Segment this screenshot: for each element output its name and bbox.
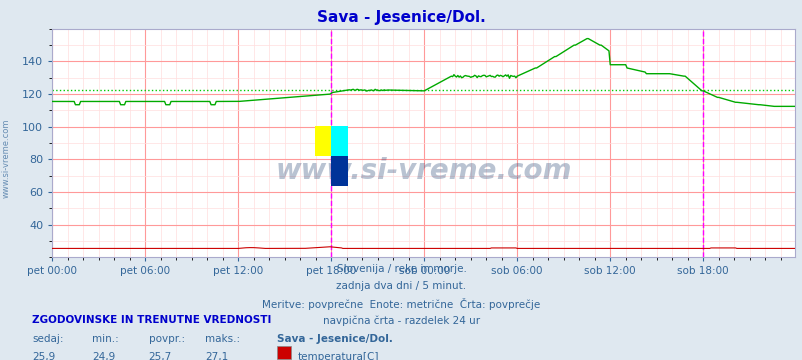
Text: temperatura[C]: temperatura[C]	[298, 352, 379, 360]
Text: www.si-vreme.com: www.si-vreme.com	[275, 157, 571, 185]
Text: povpr.:: povpr.:	[148, 334, 184, 344]
Text: ZGODOVINSKE IN TRENUTNE VREDNOSTI: ZGODOVINSKE IN TRENUTNE VREDNOSTI	[32, 315, 271, 325]
Text: Meritve: povprečne  Enote: metrične  Črta: povprečje: Meritve: povprečne Enote: metrične Črta:…	[262, 298, 540, 310]
Text: Sava - Jesenice/Dol.: Sava - Jesenice/Dol.	[277, 334, 392, 344]
Text: min.:: min.:	[92, 334, 119, 344]
Text: navpična črta - razdelek 24 ur: navpična črta - razdelek 24 ur	[322, 315, 480, 326]
Bar	[330, 156, 347, 186]
Text: zadnja dva dni / 5 minut.: zadnja dva dni / 5 minut.	[336, 281, 466, 291]
Text: 25,9: 25,9	[32, 352, 55, 360]
Text: 27,1: 27,1	[205, 352, 228, 360]
Text: www.si-vreme.com: www.si-vreme.com	[2, 119, 11, 198]
Bar	[314, 126, 330, 156]
Text: maks.:: maks.:	[205, 334, 240, 344]
Text: sedaj:: sedaj:	[32, 334, 63, 344]
Text: 24,9: 24,9	[92, 352, 115, 360]
Bar	[330, 126, 347, 156]
Text: Slovenija / reke in morje.: Slovenija / reke in morje.	[336, 264, 466, 274]
Text: 25,7: 25,7	[148, 352, 172, 360]
Text: Sava - Jesenice/Dol.: Sava - Jesenice/Dol.	[317, 10, 485, 25]
